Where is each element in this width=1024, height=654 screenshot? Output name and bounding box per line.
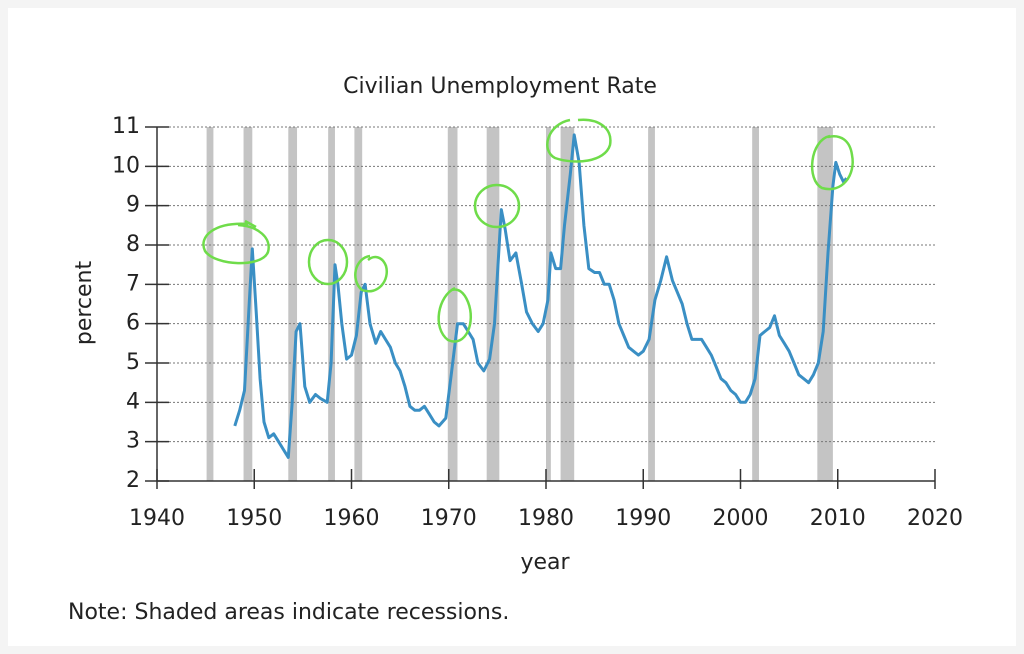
- note: Note: Shaded areas indicate recessions.: [68, 600, 509, 625]
- y-axis-label: percent: [72, 260, 97, 345]
- y-tick-label: 10: [112, 153, 140, 178]
- y-tick-label: 6: [126, 311, 140, 336]
- recession-band: [447, 127, 458, 481]
- y-tick-label: 3: [126, 429, 140, 454]
- recession-band: [206, 127, 214, 481]
- y-tick-label: 2: [126, 468, 140, 493]
- x-tick-label: 1960: [324, 506, 380, 531]
- y-tick-label: 4: [126, 389, 140, 414]
- recession-band: [486, 127, 500, 481]
- y-tick-label: 8: [126, 232, 140, 257]
- x-tick-label: 2010: [810, 506, 866, 531]
- x-tick-label: 1980: [518, 506, 574, 531]
- x-axis-label: year: [520, 550, 570, 575]
- x-tick-label: 1990: [615, 506, 671, 531]
- y-tick-label: 7: [126, 271, 140, 296]
- x-tick-label: 2020: [907, 506, 963, 531]
- x-tick-label: 1950: [226, 506, 282, 531]
- panel: [8, 8, 1016, 646]
- data-line: [233, 133, 848, 459]
- recession-band: [560, 127, 575, 481]
- x-tick-label: 2000: [713, 506, 769, 531]
- recession-band: [354, 127, 363, 481]
- chart-title: Civilian Unemployment Rate: [343, 74, 657, 99]
- recession-band: [752, 127, 759, 481]
- x-tick-label: 1970: [421, 506, 477, 531]
- recession-band: [328, 127, 335, 481]
- x-tick-label: 1940: [129, 506, 185, 531]
- y-tick-label: 11: [112, 114, 140, 139]
- y-tick-label: 9: [126, 193, 140, 218]
- y-tick-label: 5: [126, 350, 140, 375]
- recession-band: [288, 127, 298, 481]
- annotations: [202, 118, 854, 343]
- recession-band: [648, 127, 655, 481]
